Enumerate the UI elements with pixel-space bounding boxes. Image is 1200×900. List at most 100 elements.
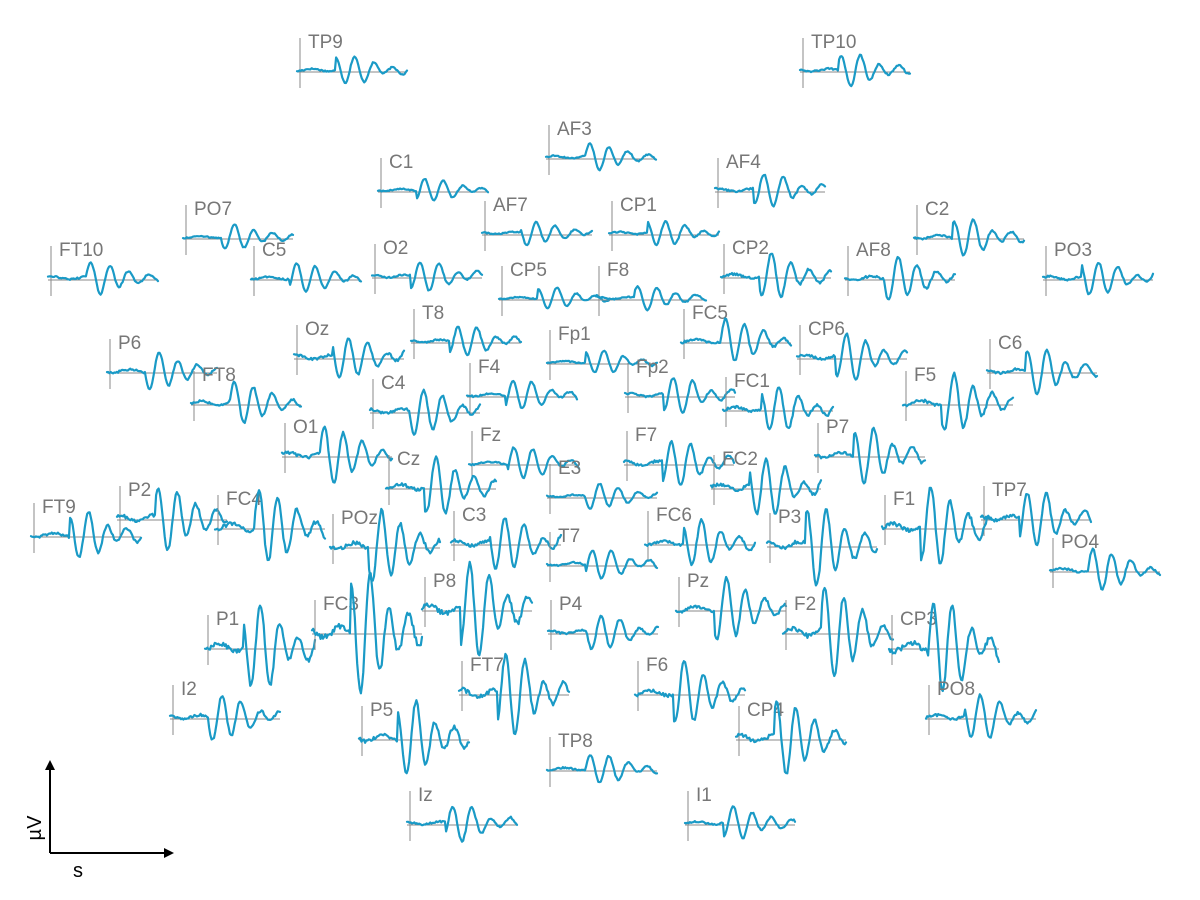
channel-trace (467, 446, 581, 480)
channel-fc5: FC5 (679, 303, 793, 362)
channel-trace (985, 348, 1099, 396)
channel-trace (46, 261, 160, 296)
channel-pz: Pz (674, 571, 788, 641)
channel-label: FC5 (692, 303, 728, 324)
channel-t7: T7 (545, 526, 659, 582)
channel-cp4: CP4 (734, 700, 848, 775)
x-axis-label: s (73, 860, 83, 882)
channel-label: PO3 (1054, 240, 1092, 261)
channel-trace (545, 349, 659, 374)
channel-label: C5 (262, 240, 286, 261)
channel-label: C3 (462, 505, 486, 526)
channel-label: Fz (480, 425, 501, 446)
channel-label: P3 (778, 507, 801, 528)
channel-label: Pz (687, 571, 709, 592)
channel-label: PO7 (194, 199, 232, 220)
channels-layer: TP9 TP10 AF3 C1 AF4 PO7 AF7 CP1 C2 FT10 C5 O2 CP2 AF8… (29, 32, 1162, 843)
channel-fc6: FC6 (643, 505, 757, 567)
channel-label: F4 (478, 357, 501, 378)
channel-trace (310, 572, 424, 695)
channel-trace (546, 614, 660, 651)
channel-label: O1 (293, 417, 318, 438)
channel-f2: F2 (781, 586, 895, 678)
channel-label: CP5 (510, 260, 547, 281)
channel-trace (497, 286, 611, 310)
channel-trace (357, 699, 471, 775)
channel-trace (292, 337, 406, 379)
channel-label: Fp1 (558, 324, 591, 345)
channel-p4: P4 (546, 594, 660, 651)
channel-trace (545, 549, 659, 580)
channel-trace (607, 220, 721, 247)
channel-label: TP7 (992, 480, 1027, 501)
channel-f1: F1 (880, 486, 994, 565)
channel-f5: F5 (901, 365, 1015, 431)
channel-po8: PO8 (924, 679, 1038, 739)
channel-trace (709, 457, 823, 516)
y-axis-label: µV (24, 815, 46, 841)
channel-ft9: FT9 (29, 497, 143, 558)
channel-e3: E3 (545, 458, 659, 514)
channel-trace (203, 604, 317, 687)
channel-trace (979, 491, 1093, 547)
channel-trace (912, 218, 1026, 257)
scale-axes: µV s (24, 760, 174, 882)
channel-ft10: FT10 (46, 240, 160, 296)
channel-label: P1 (216, 609, 239, 630)
channel-p3: P3 (765, 507, 879, 587)
channel-f4: F4 (465, 357, 579, 413)
channel-trace (843, 255, 957, 301)
channel-p5: P5 (357, 699, 471, 775)
channel-cp2: CP2 (719, 238, 833, 299)
channel-oz: Oz (292, 319, 406, 379)
channel-trace (798, 53, 912, 88)
channel-label: TP8 (558, 731, 593, 752)
channel-trace (544, 142, 658, 172)
channel-label: F6 (646, 655, 668, 676)
channel-label: P6 (118, 333, 141, 354)
channel-label: F7 (635, 425, 657, 446)
channel-label: FC1 (734, 371, 770, 392)
channel-cp3: CP3 (887, 602, 1001, 693)
channel-trace (249, 262, 363, 293)
channel-label: P4 (559, 594, 583, 615)
channel-c3: C3 (449, 505, 563, 570)
channel-trace (924, 693, 1038, 739)
channel-trace (719, 252, 833, 299)
channel-po4: PO4 (1048, 532, 1162, 591)
channel-i1: I1 (683, 785, 797, 841)
channel-label: I2 (181, 679, 197, 700)
channel-label: CP6 (808, 319, 845, 340)
channel-label: P7 (826, 417, 849, 438)
channel-fp2: Fp2 (623, 357, 737, 414)
channel-trace (683, 805, 797, 840)
channel-label: P8 (433, 571, 456, 592)
channel-p1: P1 (203, 604, 317, 687)
channel-label: FC6 (656, 505, 692, 526)
channel-c2: C2 (912, 199, 1026, 257)
channel-label: I1 (696, 785, 712, 806)
channel-fz: Fz (467, 425, 581, 481)
channel-po3: PO3 (1041, 240, 1155, 296)
channel-label: FT7 (470, 655, 504, 676)
channel-label: FC4 (226, 489, 262, 510)
channel-trace (376, 178, 490, 202)
channel-f7: F7 (622, 425, 736, 486)
channel-trace (594, 285, 708, 312)
channel-trace (623, 377, 737, 414)
channel-cz: Cz (384, 449, 498, 515)
channel-p2: P2 (115, 480, 229, 552)
channel-cp5: CP5 (497, 260, 611, 316)
channel-label: F2 (794, 594, 816, 615)
channel-c4: C4 (368, 373, 482, 436)
channel-trace (679, 317, 793, 362)
channel-tp8: TP8 (545, 731, 659, 787)
channel-label: C2 (925, 199, 949, 220)
channel-label: AF8 (856, 240, 891, 261)
channel-label: P2 (128, 480, 151, 501)
channel-t8: T8 (409, 303, 523, 359)
channel-trace (622, 440, 736, 486)
channel-trace (328, 507, 442, 582)
channel-af3: AF3 (544, 119, 658, 175)
channel-trace (457, 652, 571, 736)
